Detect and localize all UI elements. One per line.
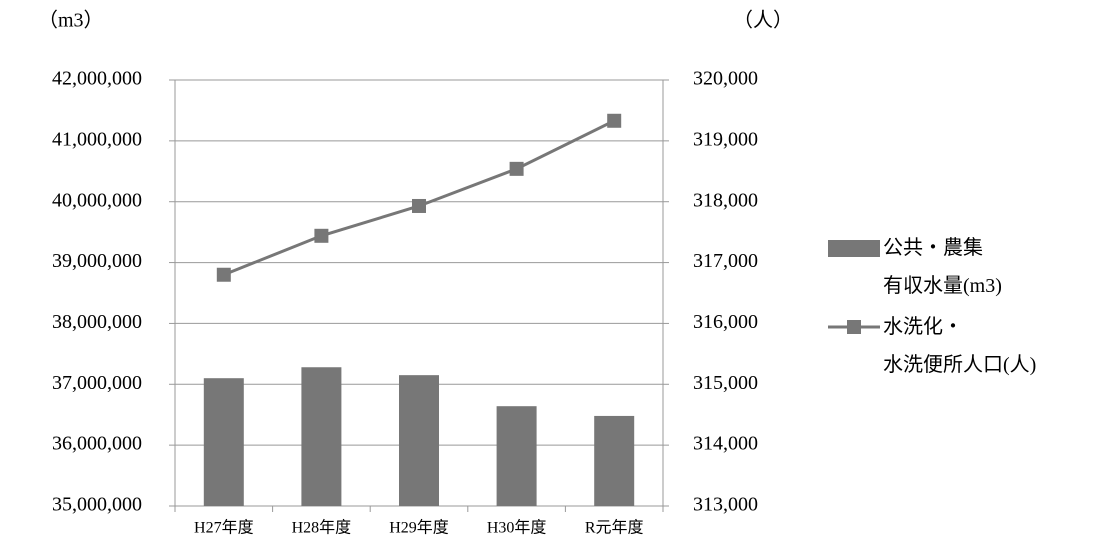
y-tick-label: 35,000,000 (52, 494, 142, 516)
legend-label: 公共・農集 有収水量(m3) (883, 237, 1002, 297)
bar (399, 375, 439, 506)
y-tick-label: 40,000,000 (52, 189, 142, 211)
bar (203, 378, 244, 506)
marker (509, 161, 524, 176)
y-tick-label: 36,000,000 (52, 433, 142, 455)
x-tick-label: R元年度 (585, 519, 644, 537)
x-tick-label: H29年度 (389, 519, 449, 537)
y-tick-label: 42,000,000 (52, 68, 142, 90)
y2-unit-label: （人） (733, 9, 793, 32)
y-unit-label: （m3） (38, 9, 104, 32)
marker (216, 267, 231, 282)
y-tick-label: 38,000,000 (52, 311, 142, 333)
y2-tick-label: 314,000 (693, 433, 758, 455)
y2-tick-label: 317,000 (693, 250, 758, 272)
y-tick-label: 37,000,000 (52, 372, 142, 394)
y-tick-label: 39,000,000 (52, 250, 142, 272)
x-tick-label: H27年度 (194, 519, 254, 537)
y2-tick-label: 315,000 (693, 372, 758, 394)
marker (314, 228, 329, 243)
y2-tick-label: 316,000 (693, 311, 758, 333)
legend-label: 水洗化・ 水洗便所人口(人) (883, 316, 1037, 376)
line (223, 119, 615, 277)
x-tick-label: H28年度 (292, 519, 352, 537)
marker (607, 113, 622, 128)
y-tick-label: 41,000,000 (52, 128, 142, 150)
legend-key (847, 320, 861, 334)
x-tick-label: H30年度 (487, 519, 547, 537)
bar (594, 415, 635, 506)
bar (496, 406, 537, 506)
y2-tick-label: 319,000 (693, 128, 758, 150)
y2-tick-label: 313,000 (693, 494, 758, 516)
legend-key (828, 240, 880, 257)
bar (301, 367, 342, 506)
y2-tick-label: 320,000 (693, 68, 758, 90)
y2-tick-label: 318,000 (693, 189, 758, 211)
marker (412, 198, 426, 213)
